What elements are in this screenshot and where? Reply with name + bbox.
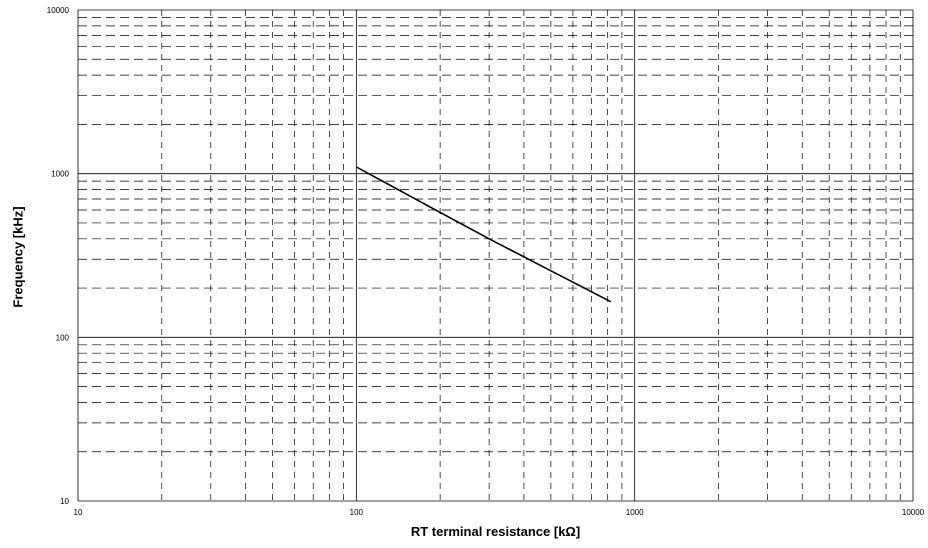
x-tick-label: 1000 (626, 508, 644, 517)
tick-labels: 10 100 1000 10000 10 100 1000 10000 (47, 6, 925, 517)
series-line-1 (355, 166, 612, 303)
x-tick-label: 10000 (902, 508, 925, 517)
y-tick-label: 10 (60, 497, 69, 506)
grid (77, 9, 914, 502)
y-axis-label: Frequency [kHz] (10, 206, 26, 308)
y-tick-label: 10000 (47, 6, 70, 15)
y-tick-label: 100 (56, 333, 70, 342)
y-tick-label: 1000 (51, 170, 69, 179)
x-tick-label: 10 (74, 508, 83, 517)
x-tick-label: 100 (350, 508, 364, 517)
x-axis-label: RT terminal resistance [kΩ] (410, 524, 581, 539)
series (355, 166, 612, 303)
